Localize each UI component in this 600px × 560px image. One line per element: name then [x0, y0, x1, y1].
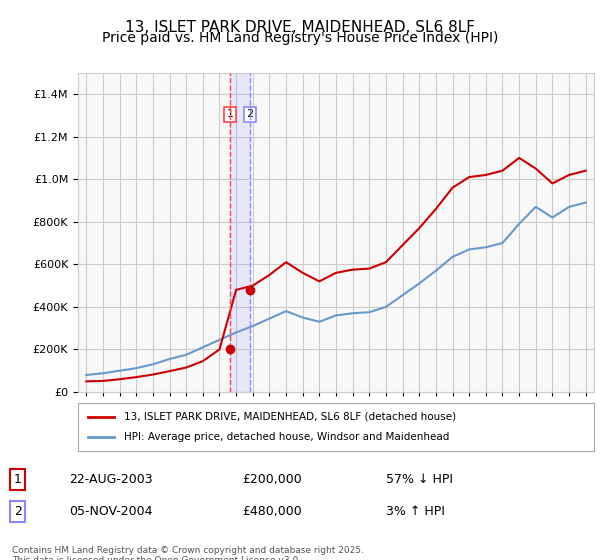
- Text: HPI: Average price, detached house, Windsor and Maidenhead: HPI: Average price, detached house, Wind…: [124, 432, 450, 442]
- Text: £480,000: £480,000: [242, 505, 302, 518]
- Text: 13, ISLET PARK DRIVE, MAIDENHEAD, SL6 8LF (detached house): 13, ISLET PARK DRIVE, MAIDENHEAD, SL6 8L…: [124, 412, 457, 422]
- Text: 13, ISLET PARK DRIVE, MAIDENHEAD, SL6 8LF: 13, ISLET PARK DRIVE, MAIDENHEAD, SL6 8L…: [125, 20, 475, 35]
- Text: 2: 2: [247, 109, 254, 119]
- Text: 22-AUG-2003: 22-AUG-2003: [70, 473, 153, 486]
- Text: 2: 2: [14, 505, 22, 518]
- Text: £200,000: £200,000: [242, 473, 302, 486]
- Bar: [230, 73, 250, 392]
- Text: Price paid vs. HM Land Registry's House Price Index (HPI): Price paid vs. HM Land Registry's House …: [102, 31, 498, 45]
- Text: Contains HM Land Registry data © Crown copyright and database right 2025.
This d: Contains HM Land Registry data © Crown c…: [12, 546, 364, 560]
- Text: 57% ↓ HPI: 57% ↓ HPI: [386, 473, 454, 486]
- Text: 05-NOV-2004: 05-NOV-2004: [70, 505, 153, 518]
- Text: 3% ↑ HPI: 3% ↑ HPI: [386, 505, 445, 518]
- Text: 1: 1: [227, 109, 233, 119]
- Text: 1: 1: [14, 473, 22, 486]
